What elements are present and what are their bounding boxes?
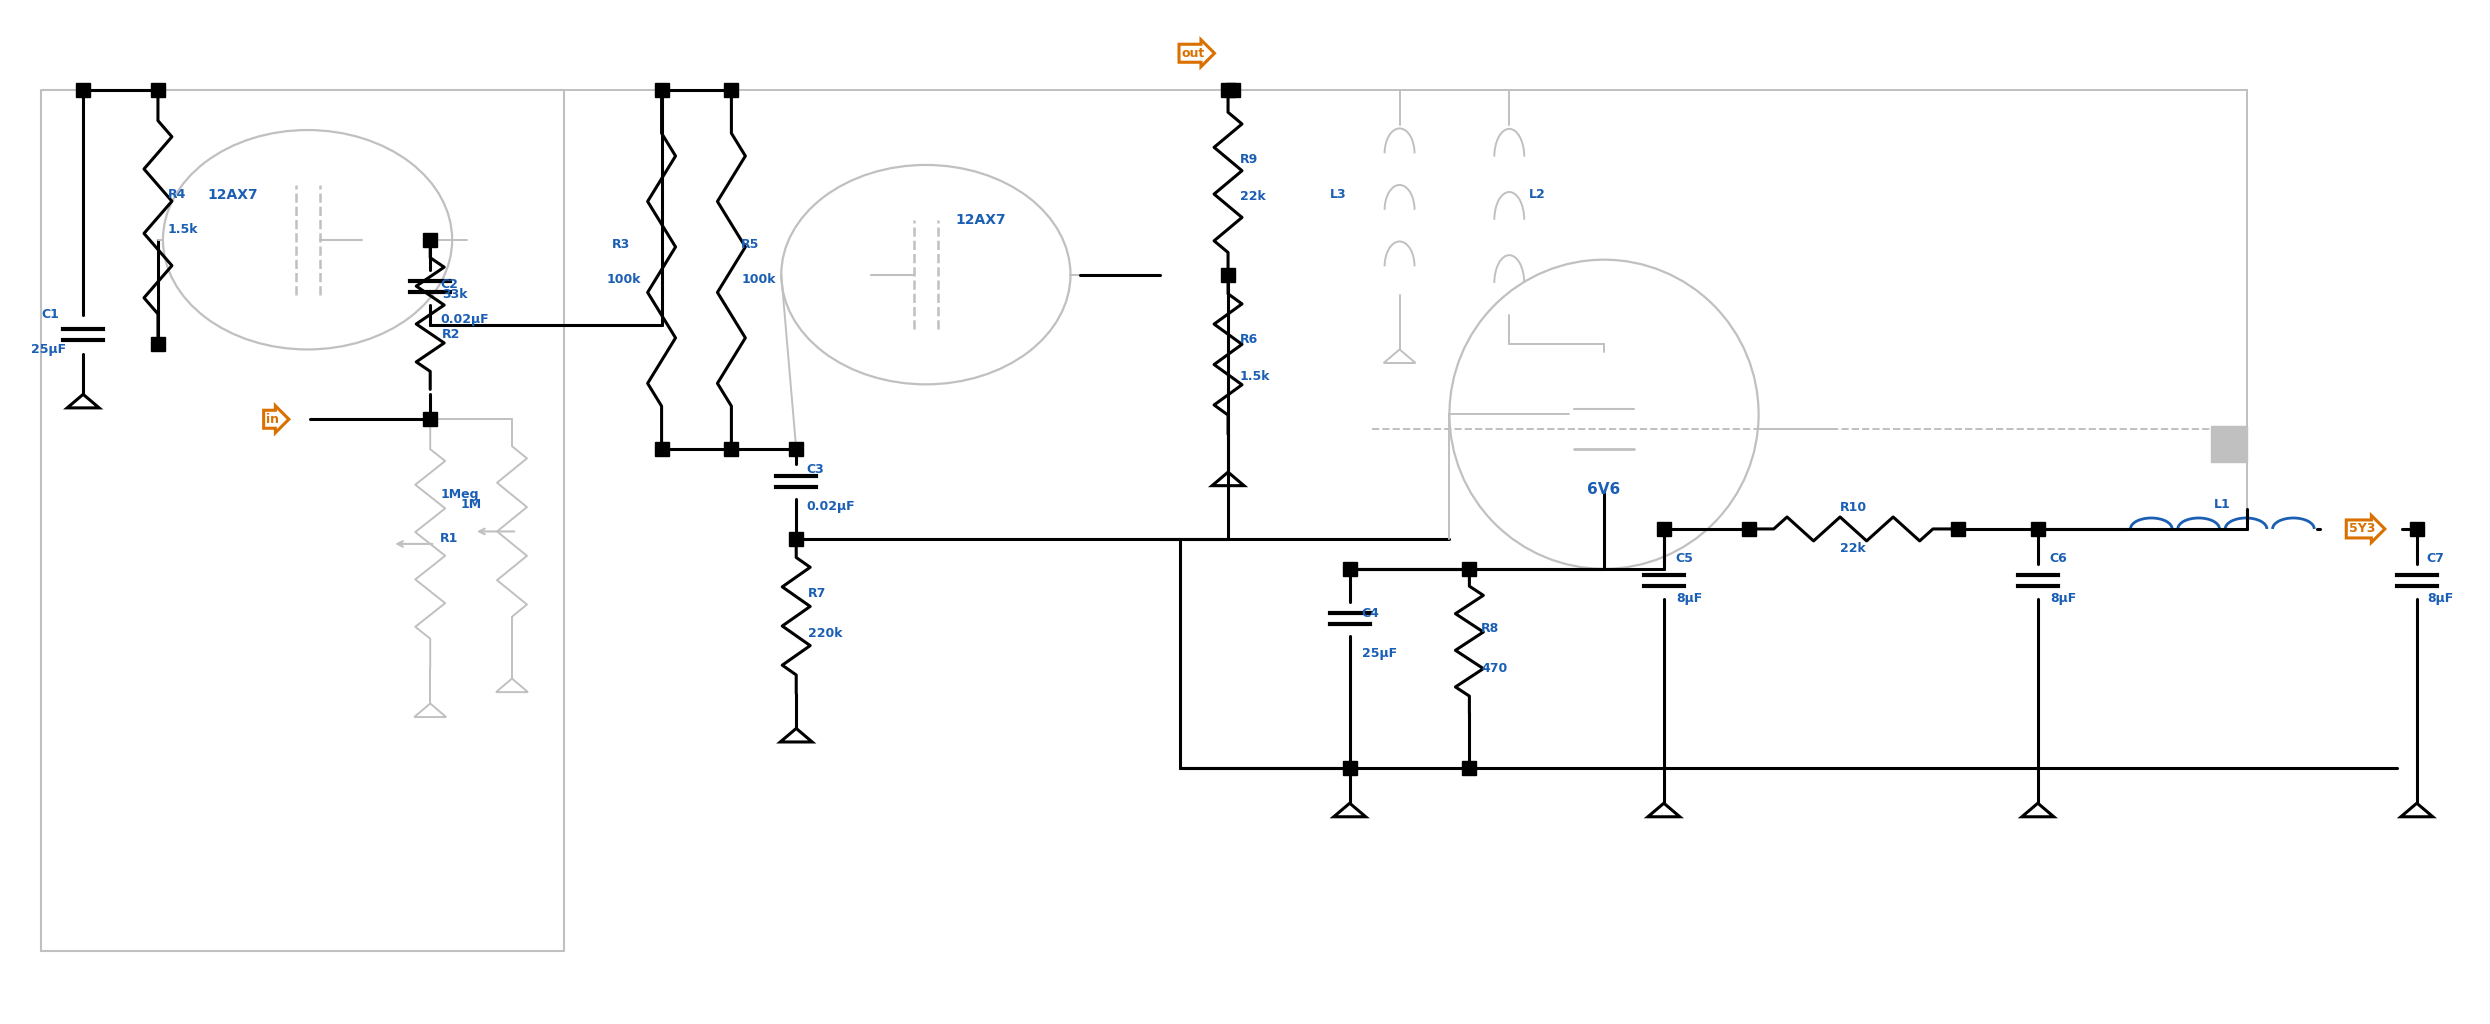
Text: L2: L2 [1529,188,1546,202]
Text: C4: C4 [1362,607,1379,621]
Text: C5: C5 [1676,552,1693,565]
Text: 1Meg: 1Meg [441,487,478,501]
Text: 25μF: 25μF [1362,647,1397,660]
Bar [1225,83,1240,97]
Bar [1462,761,1477,775]
Text: 100k: 100k [742,273,777,286]
Bar [2032,522,2044,536]
Text: 100k: 100k [608,273,642,286]
Text: R5: R5 [742,239,759,251]
Bar [789,442,804,456]
Text: 1M: 1M [461,498,481,511]
Text: R2: R2 [443,328,461,341]
Bar [1220,267,1235,282]
Text: R4: R4 [167,188,187,202]
Text: C7: C7 [2428,552,2445,565]
Bar [423,413,438,426]
Text: R1: R1 [441,532,458,546]
Text: 8μF: 8μF [2049,592,2077,605]
Text: R10: R10 [1840,501,1868,513]
Text: 12AX7: 12AX7 [207,187,259,202]
Text: R3: R3 [613,239,630,251]
Text: 0.02μF: 0.02μF [807,500,854,513]
Text: 22k: 22k [1240,190,1265,204]
Bar [725,83,740,97]
Text: C6: C6 [2049,552,2067,565]
Text: R9: R9 [1240,154,1257,167]
Bar [1952,522,1965,536]
Text: 5Y3: 5Y3 [2348,522,2375,536]
Bar [725,442,740,456]
Text: C3: C3 [807,463,824,475]
Text: L1: L1 [2214,498,2231,511]
Bar [1462,562,1477,575]
Text: C1: C1 [42,308,60,322]
Text: R8: R8 [1482,623,1499,635]
Text: 25μF: 25μF [32,343,67,356]
Text: 1.5k: 1.5k [1240,370,1270,383]
Text: 8μF: 8μF [1676,592,1703,605]
Bar [1656,522,1671,536]
Text: 6V6: 6V6 [1589,481,1621,497]
Text: R7: R7 [809,588,827,600]
Text: in: in [266,413,279,426]
Text: 1.5k: 1.5k [167,223,199,237]
Bar [1342,761,1357,775]
Text: R6: R6 [1240,333,1257,346]
Text: 33k: 33k [443,288,468,301]
Text: 470: 470 [1482,663,1506,675]
Bar [1220,83,1235,97]
Text: 22k: 22k [1840,543,1865,555]
Text: 0.02μF: 0.02μF [441,313,488,326]
Text: C2: C2 [441,279,458,291]
Bar [77,83,90,97]
Bar [152,83,164,97]
Text: out: out [1183,47,1205,59]
Text: 220k: 220k [809,627,842,640]
Text: L3: L3 [1330,188,1347,202]
Bar [152,338,164,351]
Bar [655,442,670,456]
Bar [2410,522,2423,536]
Bar [2211,426,2248,462]
Text: 12AX7: 12AX7 [956,213,1006,226]
Bar [789,531,804,546]
Bar [1741,522,1755,536]
Bar [423,232,438,247]
Bar [1342,562,1357,575]
Bar [655,83,670,97]
Text: 8μF: 8μF [2428,592,2453,605]
